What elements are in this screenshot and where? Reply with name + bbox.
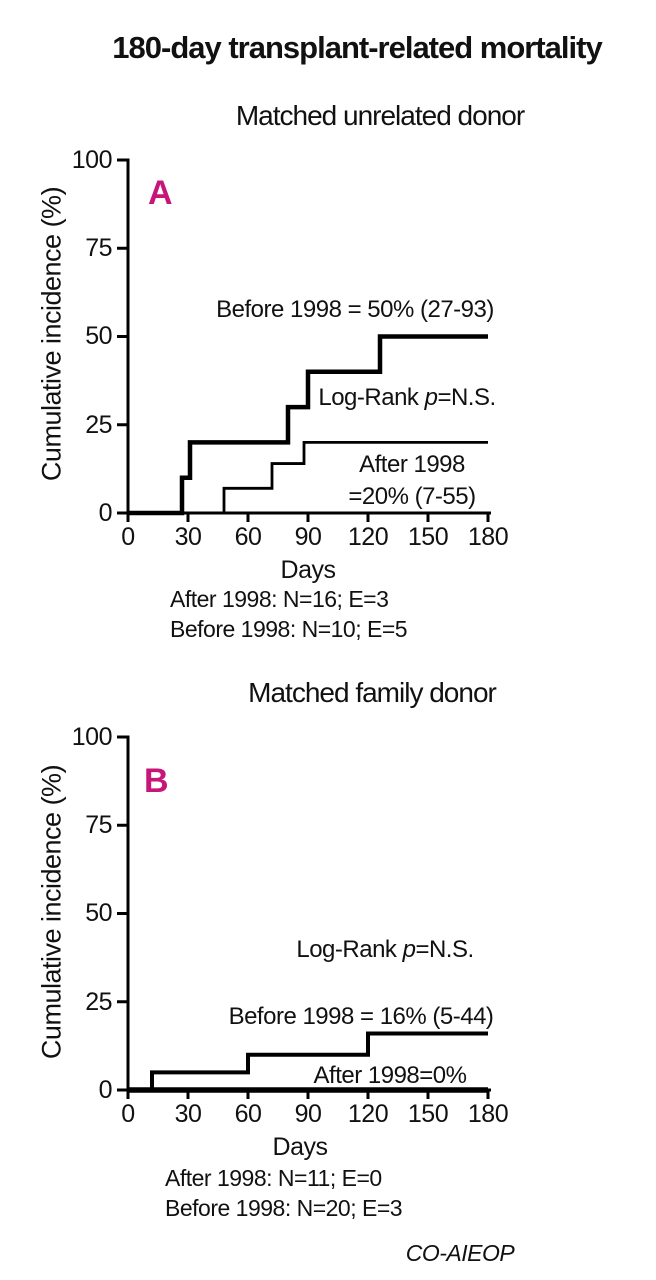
panel-b-xtick-180: 180 (467, 1100, 509, 1128)
panel-a-xtick-60: 60 (234, 523, 262, 551)
panel-b-ytick-75: 75 (85, 811, 112, 839)
panel-a-ytick-100: 100 (71, 146, 113, 174)
panel-b-xtick-30: 30 (174, 1100, 202, 1128)
panel-b-xtick-60: 60 (234, 1100, 262, 1128)
panel-a-letter: A (148, 174, 173, 212)
footer-credit: CO-AIEOP (405, 1240, 515, 1266)
panel-a-xtick-0: 0 (121, 523, 135, 551)
panel-a-xtick-30: 30 (174, 523, 202, 551)
panel-b-stats-after: After 1998: N=11; E=0 (165, 1165, 382, 1191)
panel-b-x-axis-label: Days (272, 1133, 328, 1161)
panel-a-subtitle: Matched unrelated donor (235, 100, 525, 131)
panel-b-letter: B (144, 762, 169, 800)
panel-a-ytick-25: 25 (85, 411, 112, 439)
panel-b-subtitle: Matched family donor (248, 677, 497, 708)
panel-a-xtick-90: 90 (294, 523, 322, 551)
panel-b-after-annotation: After 1998=0% (313, 1062, 467, 1089)
panel-a-ytick-75: 75 (85, 234, 112, 262)
panel-b-ytick-0: 0 (98, 1076, 113, 1104)
panel-b-xtick-90: 90 (294, 1100, 322, 1128)
panel-a-after-annotation-line1: After 1998 (359, 451, 465, 478)
panel-a-stats-before: Before 1998: N=10; E=5 (170, 616, 408, 642)
logrank-suffix: =N.S. (437, 384, 496, 411)
figure-title: 180-day transplant-related mortality (112, 30, 602, 65)
panel-b-xtick-0: 0 (121, 1100, 135, 1128)
panel-b-ytick-25: 25 (85, 988, 112, 1016)
panel-a-xtick-180: 180 (467, 523, 509, 551)
logrank-prefix: Log-Rank (296, 936, 403, 963)
panel-b-xtick-120: 120 (347, 1100, 389, 1128)
panel-b-before-annotation: Before 1998 = 16% (5-44) (228, 1003, 494, 1030)
logrank-p: p (424, 384, 438, 411)
panel-b-ytick-50: 50 (85, 899, 112, 927)
panel-b-xtick-150: 150 (407, 1100, 449, 1128)
panel-b-ytick-100: 100 (71, 723, 113, 751)
panel-a-ytick-50: 50 (85, 322, 112, 350)
logrank-prefix: Log-Rank (318, 384, 425, 411)
panel-a-after-annotation-line2: =20% (7-55) (348, 483, 476, 510)
panel-b-stats-before: Before 1998: N=20; E=3 (165, 1195, 403, 1221)
panel-a-xtick-150: 150 (407, 523, 449, 551)
logrank-suffix: =N.S. (415, 936, 474, 963)
panel-a-xtick-120: 120 (347, 523, 389, 551)
panel-a-before-annotation: Before 1998 = 50% (27-93) (216, 296, 494, 323)
panel-a-ytick-0: 0 (98, 499, 113, 527)
logrank-p: p (402, 936, 416, 963)
panel-a-logrank-annotation: Log-Rank p=N.S. (318, 384, 496, 412)
panel-a-x-axis-label: Days (280, 556, 336, 584)
panel-a-stats-after: After 1998: N=16; E=3 (170, 586, 389, 612)
panel-b-logrank-annotation: Log-Rank p=N.S. (296, 936, 474, 964)
